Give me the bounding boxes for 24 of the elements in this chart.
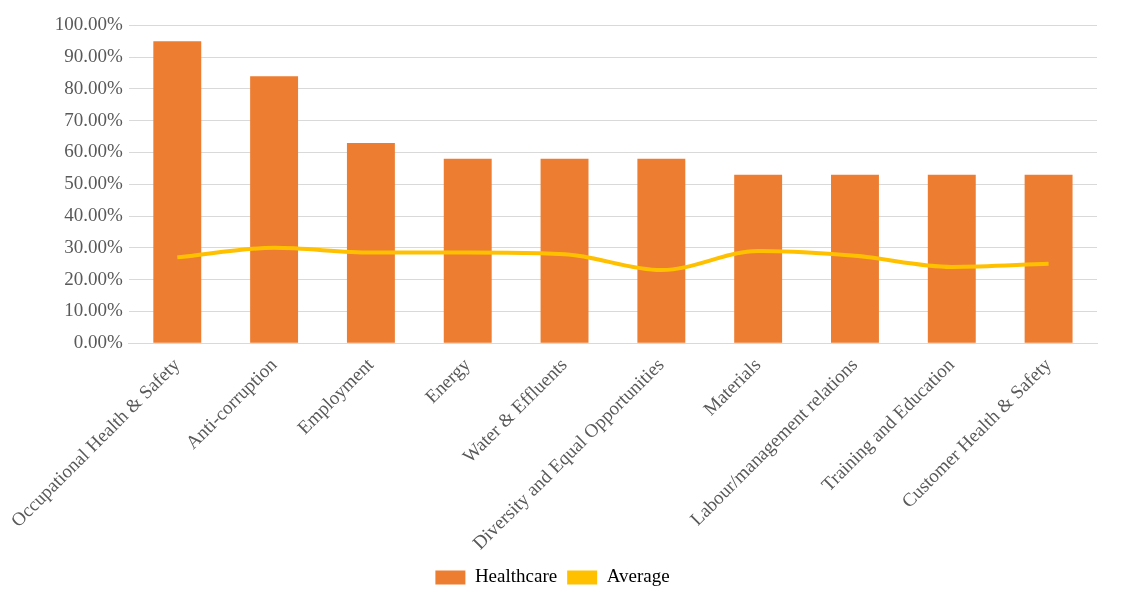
bar: [927, 174, 976, 343]
bar: [443, 158, 492, 343]
legend-label: Average: [606, 565, 670, 587]
y-tick-label: 30.00%: [64, 235, 124, 257]
bar: [153, 41, 202, 343]
bar: [734, 174, 783, 343]
y-tick-label: 90.00%: [64, 45, 124, 67]
bar: [250, 76, 299, 343]
y-tick-label: 0.00%: [73, 331, 124, 353]
bar: [540, 158, 589, 343]
y-tick-label: 100.00%: [54, 13, 124, 35]
legend-label: Healthcare: [474, 565, 558, 587]
y-tick-label: 40.00%: [64, 204, 124, 226]
bar: [637, 158, 686, 343]
y-tick-label: 60.00%: [64, 140, 124, 162]
bar: [831, 174, 879, 343]
y-tick-label: 20.00%: [64, 267, 124, 289]
y-tick-label: 70.00%: [64, 108, 124, 130]
y-tick-label: 80.00%: [64, 76, 124, 98]
bar: [1024, 174, 1073, 343]
line-series: [175, 245, 1051, 273]
y-tick-label: 10.00%: [64, 299, 124, 321]
bar: [346, 142, 395, 343]
y-tick-label: 50.00%: [64, 172, 124, 194]
